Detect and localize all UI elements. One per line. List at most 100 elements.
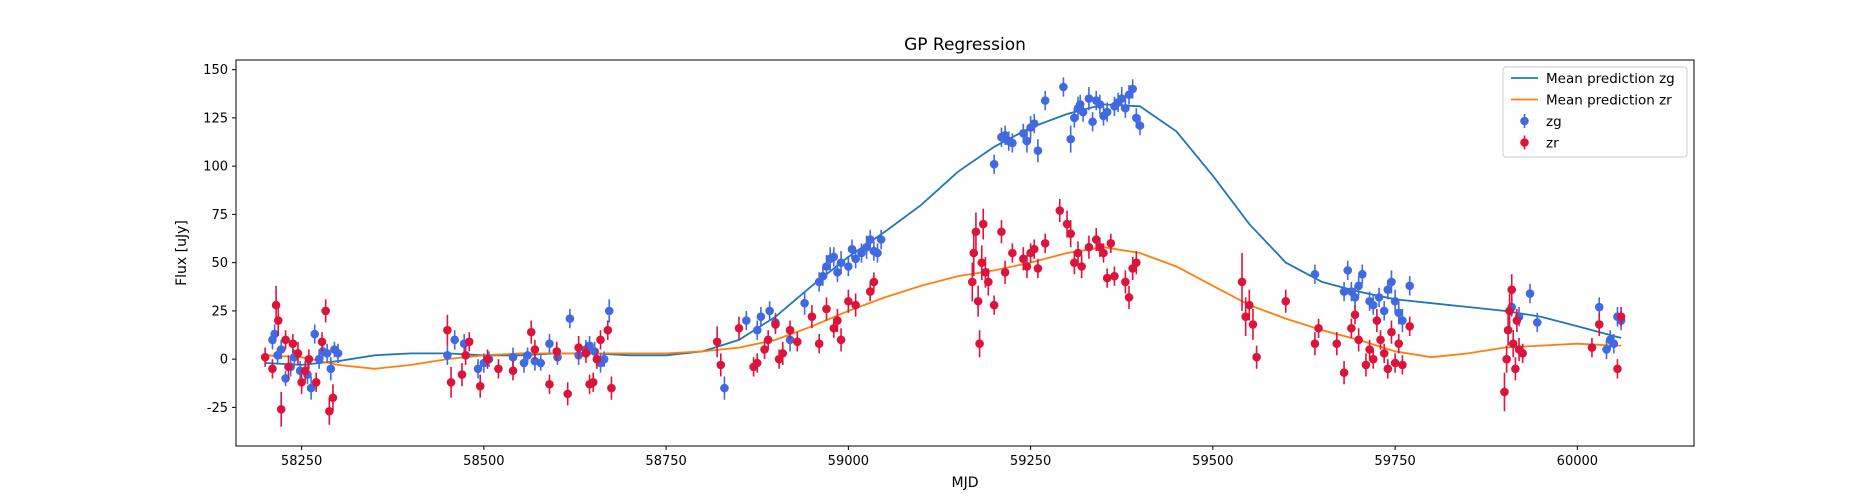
data-point xyxy=(310,329,320,339)
series-line-mean-prediction-zr xyxy=(265,246,1622,370)
data-point xyxy=(1365,345,1374,354)
data-point xyxy=(1613,364,1622,374)
data-point xyxy=(1055,206,1065,215)
data-point xyxy=(1022,136,1032,146)
legend-item-zg: zg xyxy=(1520,114,1562,130)
data-point xyxy=(1040,96,1050,105)
data-point xyxy=(814,339,824,349)
data-point xyxy=(1387,327,1396,337)
data-point xyxy=(526,327,536,337)
data-point xyxy=(1019,254,1028,264)
x-tick-label: 59000 xyxy=(828,454,869,469)
data-point xyxy=(712,337,722,347)
data-point xyxy=(322,349,332,358)
data-point xyxy=(530,345,540,354)
data-point xyxy=(464,337,474,347)
data-point xyxy=(443,325,452,335)
data-point xyxy=(1383,364,1393,374)
axes-frame xyxy=(235,59,1695,447)
data-point xyxy=(1088,117,1097,127)
data-point xyxy=(1310,269,1320,279)
data-point xyxy=(473,364,483,374)
data-point xyxy=(321,306,330,316)
data-point xyxy=(1121,103,1130,113)
data-point xyxy=(969,248,979,258)
data-point xyxy=(1008,138,1017,148)
data-point xyxy=(977,258,987,267)
data-point xyxy=(288,339,298,349)
data-point xyxy=(1390,358,1400,368)
data-point xyxy=(1070,258,1079,267)
data-point xyxy=(565,314,575,323)
data-point xyxy=(1022,262,1032,271)
data-point xyxy=(1379,306,1389,316)
series-line-mean-prediction-zg xyxy=(265,103,1622,366)
data-point xyxy=(494,364,503,374)
data-point xyxy=(1394,339,1404,349)
data-point xyxy=(844,262,853,271)
data-point xyxy=(317,337,327,347)
data-point xyxy=(1390,296,1400,306)
data-point xyxy=(1281,296,1291,306)
data-point xyxy=(1379,349,1389,358)
data-point xyxy=(1062,219,1072,229)
data-point xyxy=(1343,266,1353,275)
data-point xyxy=(1084,94,1094,103)
data-point xyxy=(869,277,879,287)
data-point xyxy=(545,339,554,349)
data-point xyxy=(607,383,616,393)
data-point xyxy=(1508,339,1518,349)
data-point xyxy=(1502,354,1511,364)
data-point xyxy=(446,378,456,387)
data-point xyxy=(297,378,306,387)
data-point xyxy=(989,300,999,310)
legend-box xyxy=(1502,66,1688,158)
data-point xyxy=(1511,364,1520,374)
data-point xyxy=(1587,343,1597,352)
data-point xyxy=(1070,113,1079,123)
data-point xyxy=(1354,335,1363,345)
x-tick-label: 58250 xyxy=(281,454,322,469)
data-point xyxy=(293,349,303,358)
data-point xyxy=(1350,293,1360,302)
data-point xyxy=(1066,229,1076,238)
data-point xyxy=(752,325,762,335)
data-point xyxy=(475,381,485,391)
data-point xyxy=(1128,84,1137,94)
data-point xyxy=(829,252,839,262)
data-point xyxy=(1252,352,1261,362)
data-point xyxy=(300,366,310,376)
data-point xyxy=(734,323,744,333)
data-point xyxy=(552,347,562,356)
data-point xyxy=(1372,316,1382,325)
legend-item-zr: zr xyxy=(1520,135,1559,152)
x-axis-label: MJD xyxy=(952,475,979,491)
data-point xyxy=(306,383,316,393)
data-point xyxy=(1102,273,1112,283)
data-point xyxy=(1405,322,1414,331)
data-point xyxy=(793,337,802,347)
data-point xyxy=(807,312,817,321)
lines-layer xyxy=(265,103,1622,370)
data-point xyxy=(1310,339,1320,349)
data-point xyxy=(508,352,518,362)
y-tick-label: 75 xyxy=(211,208,228,223)
data-point xyxy=(585,341,594,350)
x-tick-label: 58750 xyxy=(645,454,686,469)
data-point xyxy=(836,258,846,267)
data-point xyxy=(604,306,614,316)
data-point xyxy=(443,350,452,360)
data-point xyxy=(1040,239,1050,248)
x-axis: 58250 58500 58750 59000 59250 59500 59750 60000 xyxy=(281,446,1598,469)
data-point xyxy=(1084,242,1094,252)
data-point xyxy=(450,335,460,345)
data-point xyxy=(536,358,546,368)
data-point xyxy=(333,349,343,358)
data-point xyxy=(851,300,860,310)
data-point xyxy=(1077,262,1086,271)
data-point xyxy=(519,358,529,368)
data-point xyxy=(1117,94,1127,103)
legend: Mean prediction zg Mean prediction zr zg zr xyxy=(1502,66,1688,158)
data-point xyxy=(1033,264,1043,273)
data-point xyxy=(545,379,554,389)
